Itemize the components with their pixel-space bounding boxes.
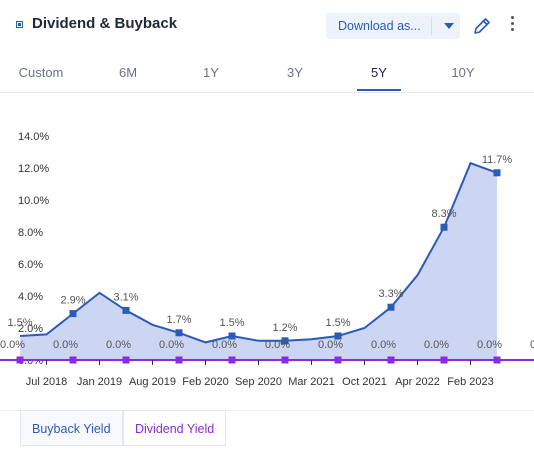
- dividend-yield-data-label: 0.0%: [159, 339, 184, 351]
- buyback-yield-point: [69, 310, 77, 318]
- buyback-yield-data-label: 11.7%: [482, 154, 513, 166]
- tab-1y[interactable]: 1Y: [203, 65, 219, 80]
- y-tick-label: 4.0%: [18, 291, 43, 303]
- buyback-yield-data-label: 2.9%: [60, 295, 85, 307]
- dividend-yield-data-label: 0.0%: [318, 339, 343, 351]
- buyback-yield-point: [440, 223, 448, 231]
- dividend-yield-point: [493, 356, 501, 364]
- timeframe-tabs: Custom 6M 1Y 3Y 5Y 10Y: [0, 56, 534, 93]
- dividend-yield-data-label: 0.0: [530, 339, 534, 351]
- dividend-yield-point: [440, 356, 448, 364]
- dividend-yield-data-label: 0.0%: [53, 339, 78, 351]
- dividend-yield-point: [334, 356, 342, 364]
- buyback-yield-data-label: 1.7%: [166, 314, 191, 326]
- buyback-yield-area: [20, 163, 497, 360]
- legend-divider: [0, 410, 534, 411]
- dividend-yield-point: [281, 356, 289, 364]
- buyback-yield-data-label: 1.5%: [219, 317, 244, 329]
- y-tick-label: 8.0%: [18, 227, 43, 239]
- legend-buyback-yield[interactable]: Buyback Yield: [20, 410, 123, 446]
- buyback-yield-point: [281, 337, 289, 345]
- x-tick-label: Feb 2023: [447, 376, 493, 388]
- active-tab-indicator: [357, 89, 401, 91]
- buyback-yield-point: [493, 169, 501, 177]
- dividend-yield-data-label: 0.0%: [265, 339, 290, 351]
- x-tick-label: Oct 2021: [342, 376, 387, 388]
- widget-header: Dividend & Buyback Download as...: [0, 0, 534, 52]
- dividend-yield-point: [16, 356, 24, 364]
- widget-title: Dividend & Buyback: [32, 15, 178, 32]
- yield-chart: 0.0% 2.0% 4.0% 6.0% 8.0% 10.0% 12.0% 14.0% 1.5% 2…: [0, 131, 534, 388]
- legend-dividend-yield[interactable]: Dividend Yield: [123, 410, 227, 446]
- buyback-yield-data-label: 8.3%: [431, 208, 456, 220]
- buyback-yield-point: [228, 332, 236, 340]
- download-button[interactable]: Download as...: [326, 13, 460, 39]
- x-tick-label: Apr 2022: [395, 376, 440, 388]
- buyback-yield-data-label: 1.2%: [272, 322, 297, 334]
- y-tick-label: 6.0%: [18, 259, 43, 271]
- dividend-yield-data-label: 0.0%: [212, 339, 237, 351]
- dividend-yield-point: [228, 356, 236, 364]
- download-label: Download as...: [338, 19, 421, 33]
- tab-10y[interactable]: 10Y: [451, 65, 475, 80]
- tab-6m[interactable]: 6M: [118, 65, 138, 80]
- buyback-yield-data-label: 3.3%: [378, 288, 403, 300]
- pencil-icon[interactable]: [470, 14, 494, 38]
- dividend-yield-point: [387, 356, 395, 364]
- chevron-down-icon[interactable]: [444, 23, 454, 29]
- buyback-yield-point: [334, 332, 342, 340]
- y-tick-label: 2.0%: [18, 323, 43, 335]
- buyback-yield-data-label: 3.1%: [113, 291, 138, 303]
- x-tick-label: Jan 2019: [77, 376, 122, 388]
- y-tick-label: 10.0%: [18, 195, 49, 207]
- x-tick-label: Mar 2021: [288, 376, 334, 388]
- tab-5y[interactable]: 5Y: [371, 65, 387, 80]
- x-tick-label: Jul 2018: [26, 376, 68, 388]
- square-dot-icon: [16, 21, 23, 28]
- dividend-yield-data-label: 0.0%: [424, 339, 449, 351]
- y-tick-label: 12.0%: [18, 163, 49, 175]
- dividend-yield-data-label: 0.0%: [106, 339, 131, 351]
- buyback-yield-data-label: 1.5%: [7, 317, 32, 329]
- download-divider: [431, 17, 432, 35]
- y-tick-label: 14.0%: [18, 131, 49, 143]
- kebab-menu-icon[interactable]: [508, 16, 516, 36]
- buyback-yield-point: [175, 329, 183, 337]
- dividend-yield-point: [69, 356, 77, 364]
- buyback-yield-point: [122, 306, 130, 314]
- x-tick-label: Sep 2020: [235, 376, 282, 388]
- tab-custom[interactable]: Custom: [18, 65, 64, 80]
- dividend-yield-point: [122, 356, 130, 364]
- buyback-yield-line: [19, 161, 498, 344]
- dividend-yield-point: [175, 356, 183, 364]
- buyback-yield-data-label: 1.5%: [325, 317, 350, 329]
- x-tick-label: Aug 2019: [129, 376, 176, 388]
- x-tick-label: Feb 2020: [182, 376, 228, 388]
- dividend-yield-data-label: 0.0%: [371, 339, 396, 351]
- tab-3y[interactable]: 3Y: [287, 65, 303, 80]
- buyback-yield-point: [387, 303, 395, 311]
- dividend-yield-data-label: 0.0%: [0, 339, 25, 351]
- dividend-yield-data-label: 0.0%: [477, 339, 502, 351]
